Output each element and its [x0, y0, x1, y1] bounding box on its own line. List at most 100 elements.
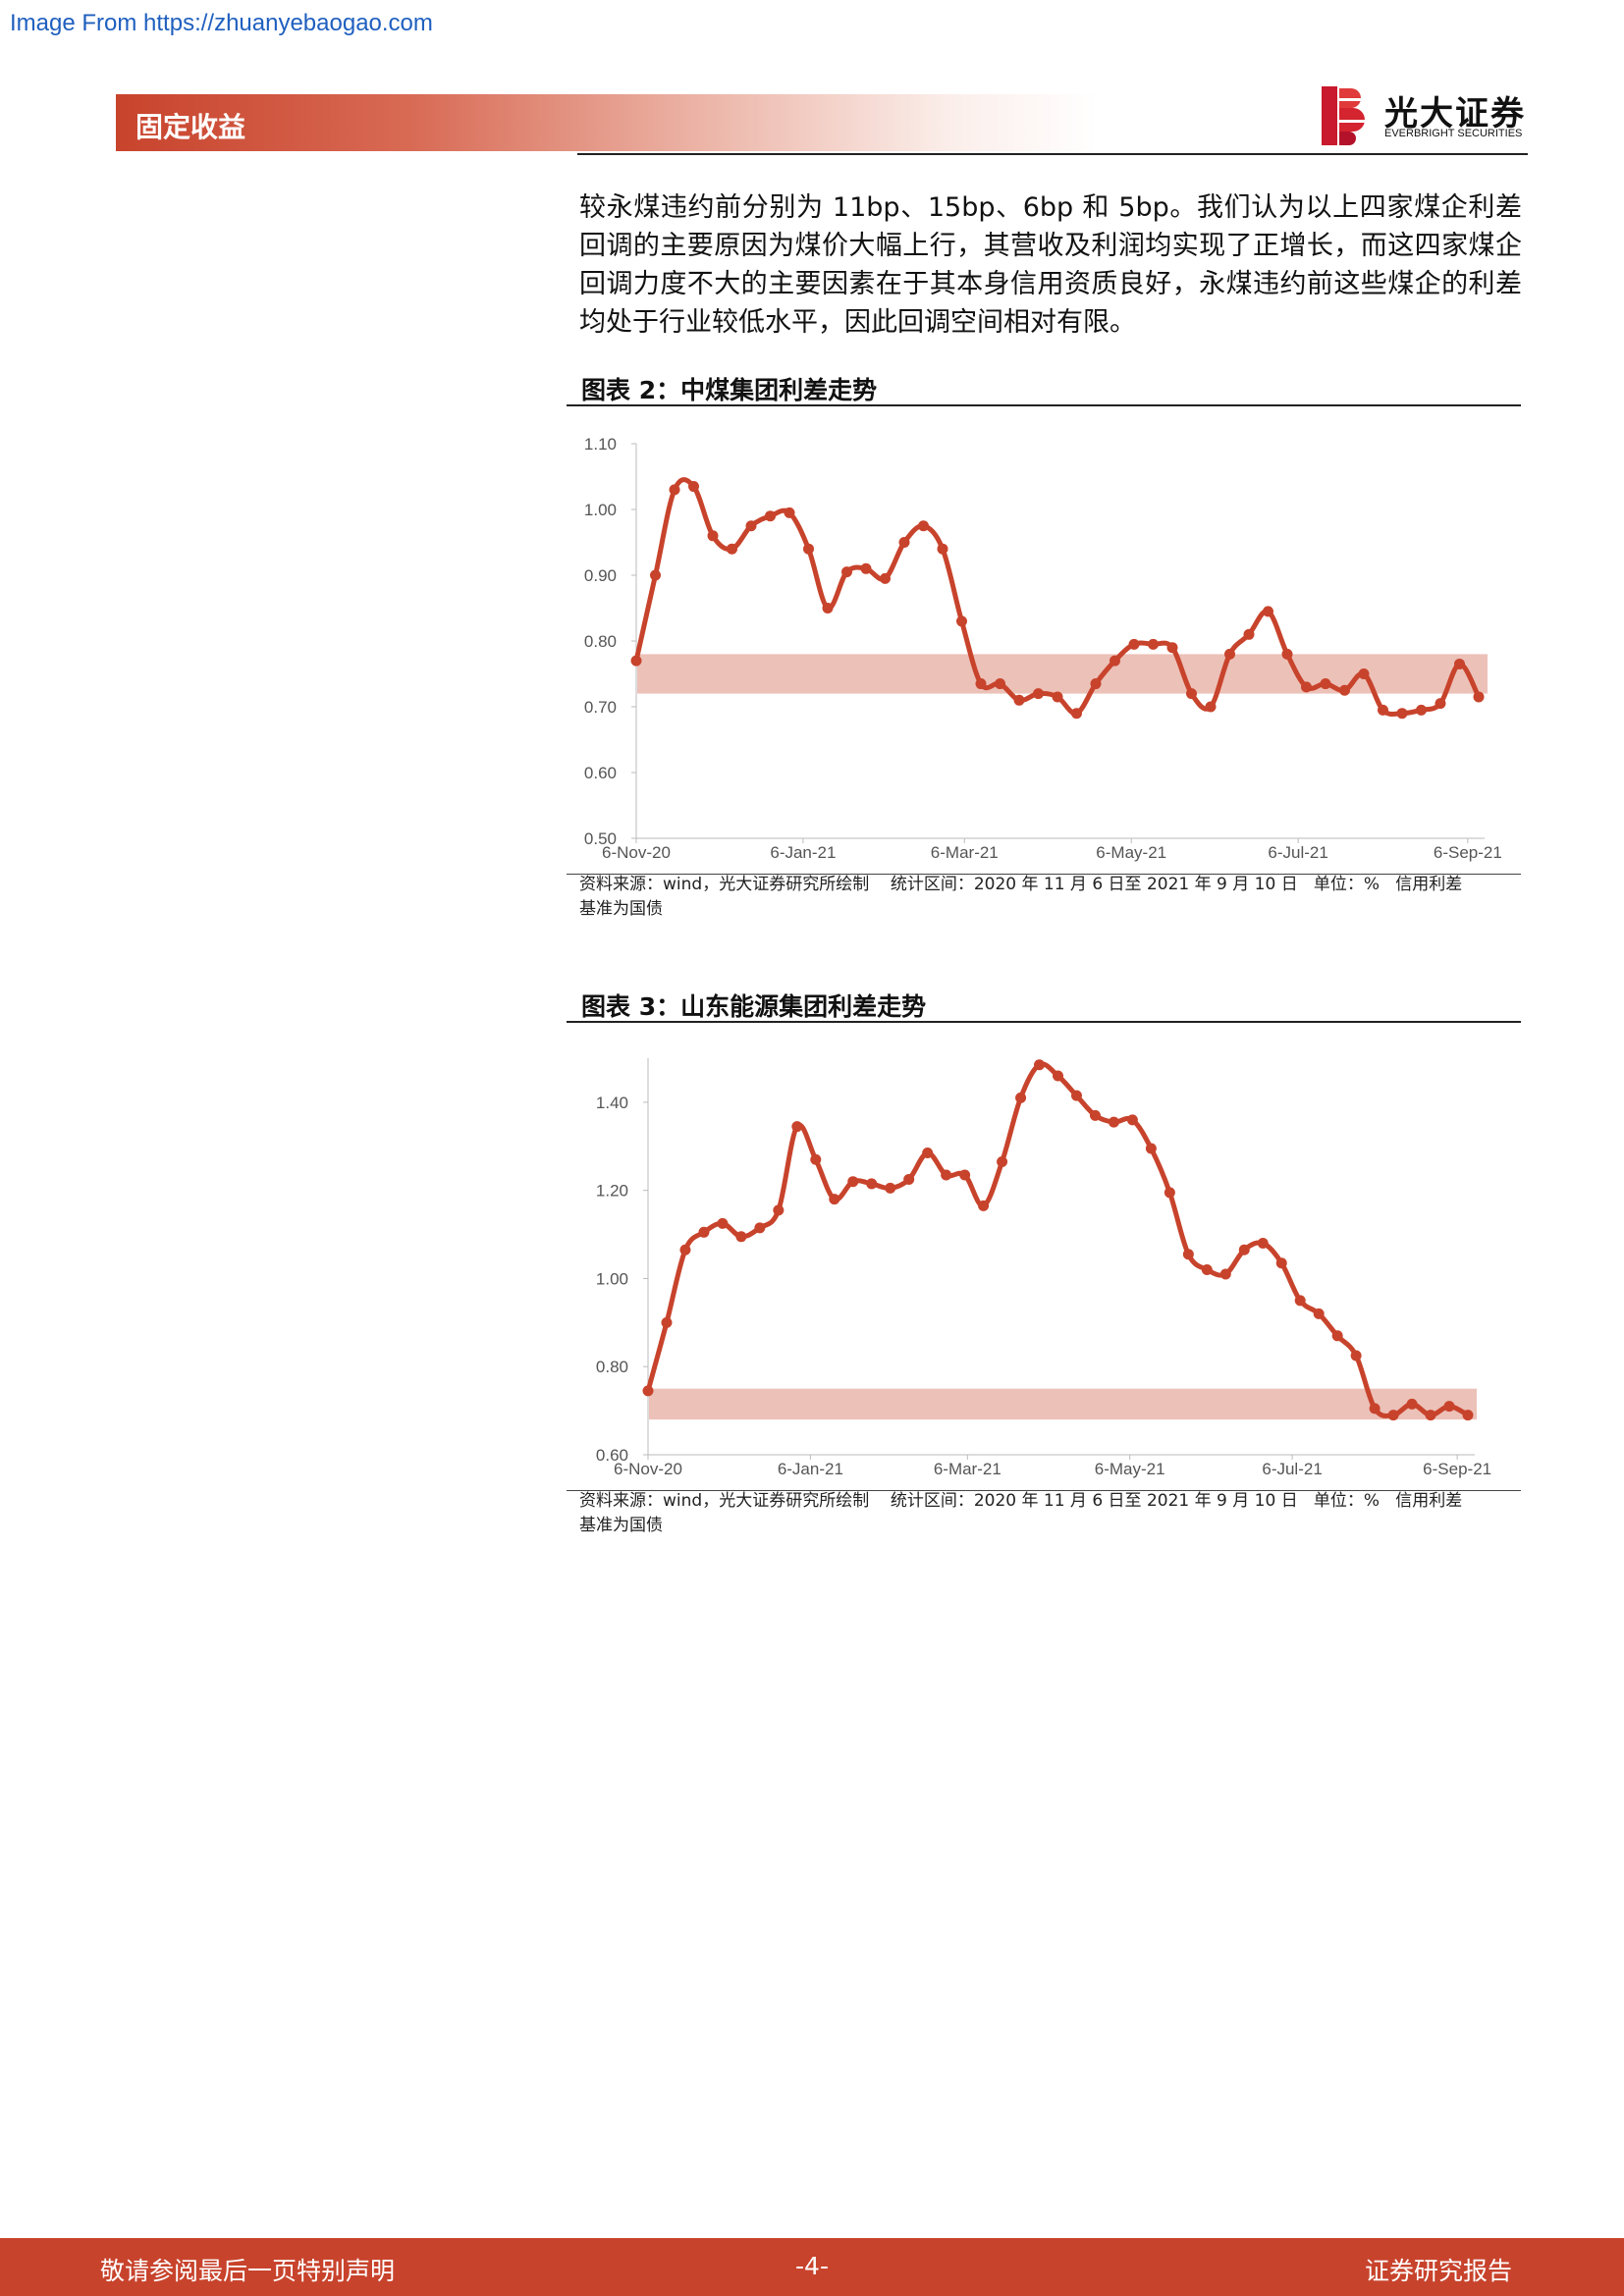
data-point: [1320, 678, 1331, 690]
data-point: [803, 543, 814, 555]
data-point: [956, 615, 967, 627]
x-tick-label: 6-Jul-21: [1268, 843, 1327, 862]
data-point: [765, 510, 776, 522]
data-point: [1108, 1116, 1119, 1128]
data-point: [941, 1169, 952, 1181]
x-tick-label: 6-May-21: [1095, 1460, 1165, 1478]
data-point: [975, 678, 987, 690]
data-point: [1145, 1143, 1157, 1154]
x-tick-label: 6-Jan-21: [770, 843, 836, 862]
data-point: [773, 1204, 785, 1216]
data-point: [669, 484, 680, 496]
figure-2-source-benchmark: 基准为国债: [579, 899, 663, 919]
data-point: [1443, 1401, 1455, 1413]
data-point: [1164, 1187, 1175, 1199]
data-point: [847, 1176, 859, 1188]
watermark-link[interactable]: Image From https://zhuanyebaogao.com: [10, 10, 433, 36]
data-point: [1281, 648, 1293, 660]
x-tick-label: 6-Nov-20: [614, 1460, 682, 1478]
data-point: [1052, 691, 1063, 703]
data-point: [1378, 704, 1388, 716]
x-tick-label: 6-Mar-21: [934, 1460, 1001, 1478]
data-point: [650, 569, 661, 581]
data-point: [688, 481, 699, 493]
page-number: -4-: [795, 2252, 829, 2280]
body-paragraph: 较永煤违约前分别为 11bp、15bp、6bp 和 5bp。我们认为以上四家煤企…: [579, 192, 1522, 338]
data-point: [1339, 684, 1350, 696]
data-point: [997, 1155, 1008, 1167]
chart-zhongmei-spread: 0.50 0.60 0.70 0.80 0.90 1.00 1.10 6-Nov-20 6-Ja…: [584, 435, 1502, 862]
data-point: [1416, 704, 1427, 716]
x-tick-label: 6-Nov-20: [602, 843, 671, 862]
data-point: [1396, 708, 1408, 720]
data-point: [1425, 1410, 1436, 1421]
data-point: [1186, 688, 1197, 700]
spread-line: [645, 1061, 1470, 1418]
figure-2-source-range: 统计区间：2020 年 11 月 6 日至 2021 年 9 月 10 日 单位…: [890, 875, 1463, 894]
figure-2-source: 资料来源：wind，光大证券研究所绘制 统计区间：2020 年 11 月 6 日…: [579, 873, 1522, 922]
y-tick-label: 1.40: [596, 1094, 628, 1112]
y-tick-label: 0.90: [584, 566, 617, 585]
company-logo: 光大证券 EVERBRIGHT SECURITIES: [1320, 84, 1530, 147]
data-point: [822, 603, 834, 614]
data-point: [1224, 648, 1235, 660]
data-point: [698, 1226, 710, 1238]
data-point: [1462, 1410, 1474, 1421]
data-point: [1201, 1263, 1213, 1275]
data-point: [1033, 688, 1044, 700]
data-point: [866, 1178, 878, 1190]
data-point: [1071, 708, 1082, 720]
data-point: [885, 1182, 896, 1194]
data-point: [810, 1153, 822, 1165]
data-point: [918, 520, 929, 532]
figure-2-title-rule: [567, 404, 1521, 406]
data-point: [1473, 691, 1485, 703]
x-tick-label: 6-Sep-21: [1434, 843, 1502, 862]
data-point: [745, 520, 757, 532]
y-tick-label: 1.00: [596, 1269, 628, 1288]
data-point: [1166, 642, 1178, 654]
section-label: 固定收益: [135, 111, 246, 143]
data-point: [717, 1217, 729, 1229]
data-point: [1128, 638, 1140, 650]
data-point: [903, 1173, 915, 1185]
data-point: [791, 1121, 803, 1133]
y-tick-label: 0.60: [584, 764, 617, 782]
data-point: [679, 1244, 691, 1255]
data-point: [1263, 606, 1273, 617]
data-point: [1126, 1114, 1138, 1126]
data-point: [754, 1222, 766, 1234]
logo-text-en: EVERBRIGHT SECURITIES: [1384, 128, 1523, 139]
footer-report-type: 证券研究报告: [1364, 2257, 1512, 2285]
data-point: [898, 537, 910, 548]
y-tick-label: 0.70: [584, 698, 617, 717]
data-point: [1435, 698, 1446, 710]
data-point: [784, 507, 795, 518]
header-band: 固定收益: [116, 94, 1098, 151]
header-rule: [577, 153, 1528, 155]
logo-mark-icon: [1322, 86, 1365, 145]
data-point: [727, 543, 737, 555]
footer-bar: 敬请参阅最后一页特别声明 -4- 证券研究报告: [0, 2238, 1624, 2296]
y-tick-label: 1.20: [596, 1182, 628, 1201]
data-point: [661, 1316, 673, 1328]
x-tick-label: 6-Jan-21: [778, 1460, 843, 1478]
y-tick-label: 0.50: [584, 829, 617, 848]
figure-3-title: 图表 3：山东能源集团利差走势: [581, 992, 927, 1021]
logo-text-cn: 光大证券: [1384, 94, 1526, 133]
figure-3-source-benchmark: 基准为国债: [579, 1516, 663, 1535]
data-point: [1257, 1238, 1269, 1250]
data-point: [1053, 1070, 1063, 1082]
data-point: [1090, 678, 1102, 690]
x-tick-label: 6-Mar-21: [931, 843, 999, 862]
data-point: [1110, 655, 1120, 667]
footer-disclaimer: 敬请参阅最后一页特别声明: [100, 2257, 396, 2285]
data-point: [1219, 1268, 1231, 1280]
y-tick-label: 0.60: [596, 1446, 628, 1465]
reference-band: [649, 1388, 1477, 1420]
data-point: [937, 543, 948, 555]
x-tick-label: 6-May-21: [1096, 843, 1166, 862]
data-point: [1331, 1330, 1343, 1342]
x-tick-label: 6-Sep-21: [1423, 1460, 1491, 1478]
data-point: [1238, 1244, 1250, 1255]
